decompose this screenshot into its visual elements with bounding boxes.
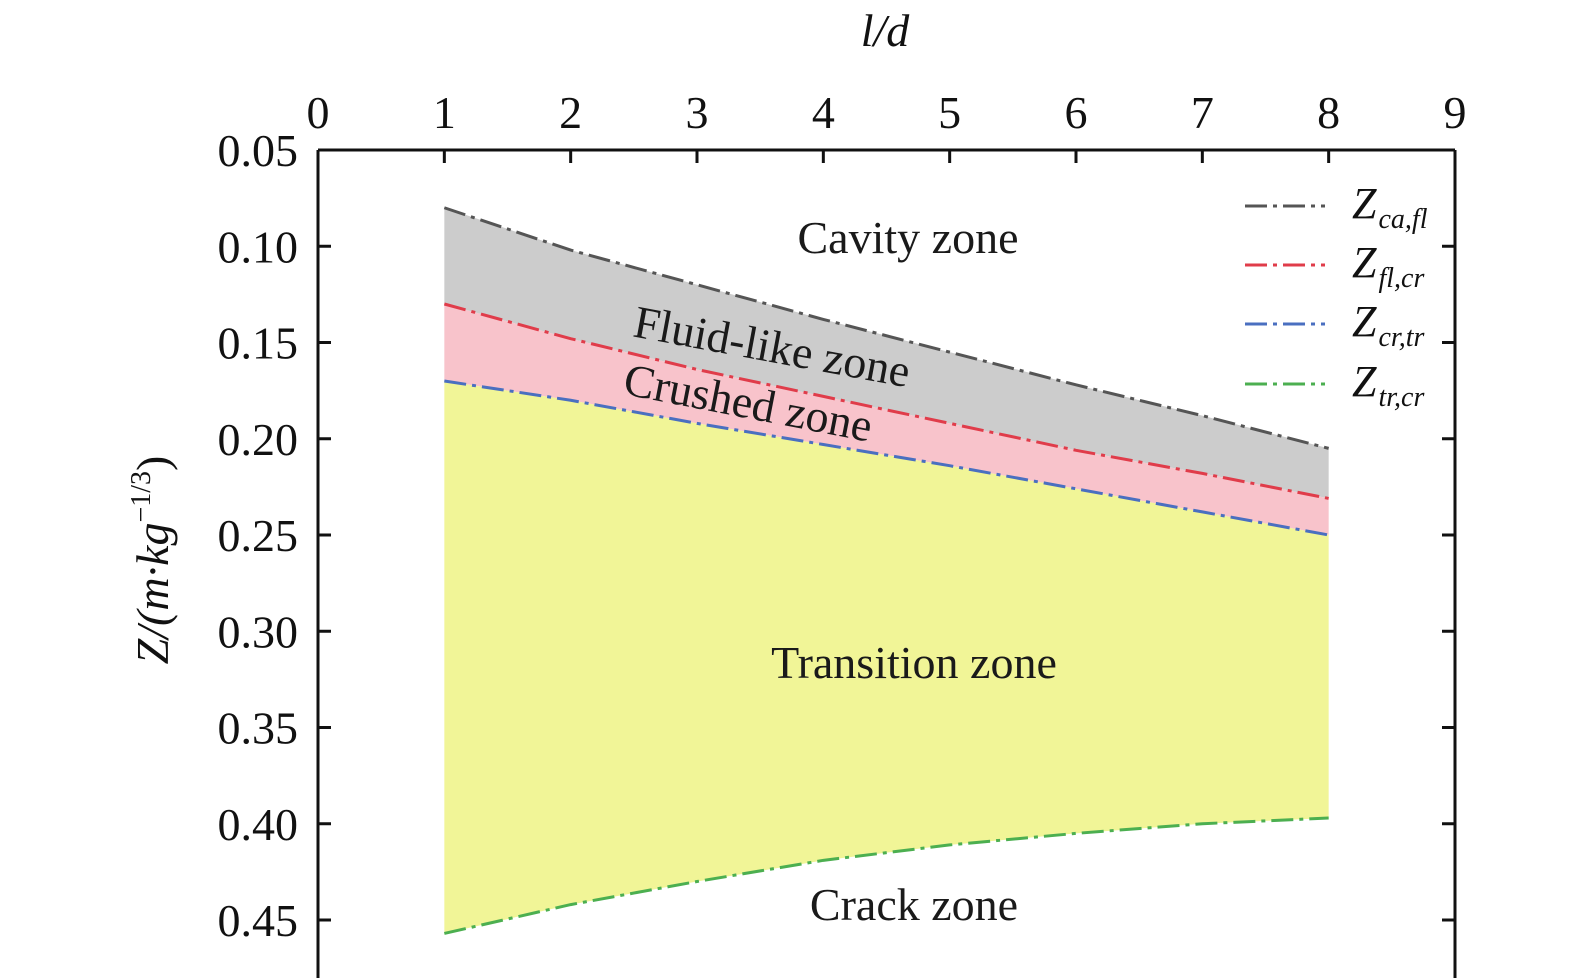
legend-sub-ca-fl: ca,fl xyxy=(1378,204,1427,235)
legend-sub-fl-cr: fl,cr xyxy=(1378,263,1424,294)
y-tick-label: 0.45 xyxy=(218,895,299,946)
x-tick-label: 8 xyxy=(1317,87,1340,138)
x-tick-label: 1 xyxy=(433,87,456,138)
x-tick-label: 5 xyxy=(938,87,961,138)
y-tick-label: 0.30 xyxy=(218,606,299,657)
series-line-ca-fl xyxy=(443,206,1330,450)
y-tick-label: 0.25 xyxy=(218,510,299,561)
y-tick-label: 0.20 xyxy=(218,414,299,465)
y-axis-title: Z/(m·kg−1/3) xyxy=(126,456,178,665)
legend-label-ca-fl: Z xyxy=(1352,179,1377,228)
y-ticks: 0.05 0.10 0.15 0.20 0.25 0.30 0.35 0.40 0.45 xyxy=(218,125,1455,946)
legend-item-tr-cr: Ztr,cr xyxy=(1245,357,1424,413)
y-tick-label: 0.15 xyxy=(218,318,299,369)
zone-fill-0 xyxy=(444,207,1329,499)
x-tick-label: 4 xyxy=(812,87,835,138)
zone-fills xyxy=(444,207,1329,934)
legend-item-fl-cr: Zfl,cr xyxy=(1245,238,1424,294)
y-tick-label: 0.35 xyxy=(218,703,299,754)
zone-label-crack: Crack zone xyxy=(810,879,1018,930)
legend-item-cr-tr: Zcr,tr xyxy=(1245,297,1424,353)
zone-label-transition: Transition zone xyxy=(771,637,1057,688)
svg-text:Zcr,tr: Zcr,tr xyxy=(1352,297,1424,353)
zone-label-cavity: Cavity zone xyxy=(798,212,1019,263)
svg-text:Ztr,cr: Ztr,cr xyxy=(1352,357,1424,413)
legend: Zca,fl Zfl,cr Zcr,tr Ztr,cr xyxy=(1245,179,1428,413)
y-axis-title-main: Z/(m·kg xyxy=(127,523,178,665)
series-line-fl-cr xyxy=(443,302,1329,500)
x-tick-label: 6 xyxy=(1065,87,1088,138)
legend-label-cr-tr: Z xyxy=(1352,297,1377,346)
boundary-lines xyxy=(443,206,1330,935)
series-line-tr-cr xyxy=(443,816,1329,935)
legend-sub-tr-cr: tr,cr xyxy=(1378,382,1424,413)
series-line-cr-tr xyxy=(444,379,1329,537)
x-axis-title: l/d xyxy=(861,5,911,56)
legend-label-fl-cr: Z xyxy=(1352,238,1377,287)
y-tick-label: 0.05 xyxy=(218,125,299,176)
svg-text:Zfl,cr: Zfl,cr xyxy=(1352,238,1424,294)
zone-fill-2 xyxy=(444,381,1329,934)
legend-item-ca-fl: Zca,fl xyxy=(1245,179,1428,235)
legend-sub-cr-tr: cr,tr xyxy=(1378,322,1424,353)
y-axis-title-close: ) xyxy=(127,456,178,471)
x-tick-label: 3 xyxy=(686,87,709,138)
x-ticks: 0 1 2 3 4 5 6 7 8 9 xyxy=(307,87,1467,163)
x-tick-label: 0 xyxy=(307,87,330,138)
svg-text:Zca,fl: Zca,fl xyxy=(1352,179,1428,235)
legend-label-tr-cr: Z xyxy=(1352,357,1377,406)
y-tick-label: 0.10 xyxy=(218,221,299,272)
y-axis-title-sup: −1/3 xyxy=(126,471,157,523)
x-tick-label: 9 xyxy=(1444,87,1467,138)
x-tick-label: 7 xyxy=(1191,87,1214,138)
x-tick-label: 2 xyxy=(559,87,582,138)
y-tick-label: 0.40 xyxy=(218,799,299,850)
